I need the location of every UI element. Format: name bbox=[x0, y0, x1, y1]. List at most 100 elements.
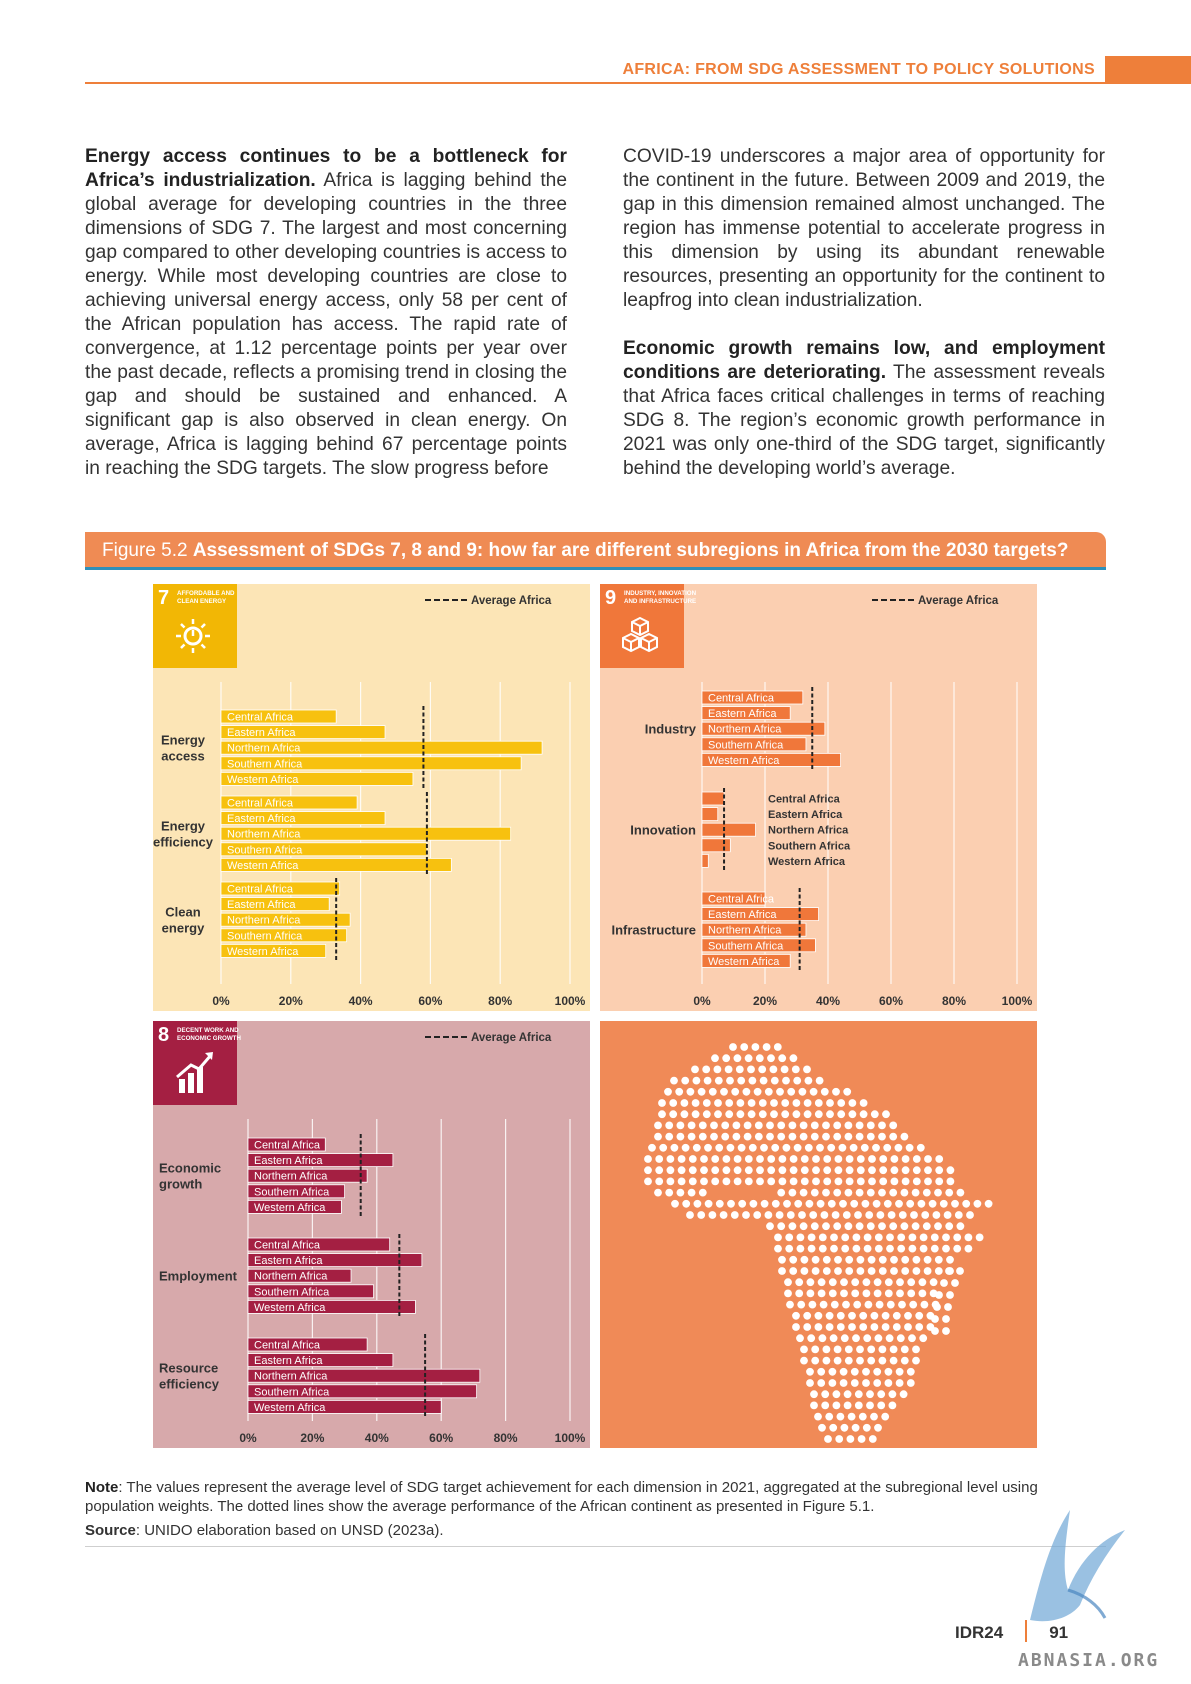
map-dot bbox=[677, 1177, 686, 1186]
bar-label: Southern Africa bbox=[708, 940, 784, 952]
map-dot bbox=[770, 1076, 779, 1085]
map-dot bbox=[879, 1177, 888, 1186]
map-dot bbox=[829, 1423, 838, 1432]
goal-name-line-2: ECONOMIC GROWTH bbox=[177, 1035, 241, 1042]
map-dot bbox=[837, 1110, 846, 1119]
map-dot bbox=[870, 1311, 879, 1320]
map-dot bbox=[867, 1356, 876, 1365]
map-dot bbox=[845, 1155, 854, 1163]
map-dot bbox=[792, 1110, 801, 1119]
map-dot bbox=[878, 1356, 887, 1365]
africa-dot-map bbox=[600, 1021, 1037, 1448]
africa-map-panel bbox=[600, 1021, 1037, 1448]
map-dot bbox=[732, 1121, 741, 1130]
bar-resource-efficiency-northern-africa bbox=[247, 1368, 481, 1383]
map-dot bbox=[887, 1211, 896, 1219]
map-dot bbox=[862, 1423, 871, 1432]
bar-energy-efficiency-southern-africa bbox=[220, 842, 428, 857]
map-dot bbox=[919, 1244, 928, 1253]
map-dot bbox=[843, 1390, 852, 1399]
bar-label: Southern Africa bbox=[227, 758, 303, 770]
map-dot bbox=[780, 1065, 789, 1074]
map-dot bbox=[738, 1199, 747, 1208]
map-dot bbox=[810, 1132, 819, 1141]
map-dot bbox=[912, 1356, 920, 1365]
bar-icon bbox=[197, 1067, 203, 1093]
map-dot bbox=[808, 1300, 817, 1309]
bar-label: Western Africa bbox=[227, 860, 299, 872]
map-dot bbox=[825, 1311, 834, 1320]
map-dot bbox=[924, 1177, 932, 1186]
map-dot bbox=[945, 1267, 953, 1275]
map-dot bbox=[900, 1132, 909, 1141]
map-dot bbox=[789, 1166, 798, 1175]
bar-infrastructure-northern-africa bbox=[701, 922, 807, 937]
map-dot bbox=[877, 1390, 886, 1399]
map-dot bbox=[818, 1334, 827, 1343]
map-dot bbox=[861, 1199, 870, 1208]
bar-energy-efficiency-central-africa bbox=[220, 795, 358, 810]
bar-label: Central Africa bbox=[227, 712, 294, 724]
map-dot bbox=[839, 1379, 848, 1387]
map-dot bbox=[720, 1087, 728, 1096]
map-dot bbox=[737, 1143, 746, 1152]
map-dot bbox=[912, 1177, 921, 1186]
bar-economic-growth-northern-africa bbox=[247, 1168, 368, 1183]
bar-label: Eastern Africa bbox=[227, 727, 296, 739]
map-dot bbox=[890, 1177, 899, 1186]
bar-label: Southern Africa bbox=[708, 739, 784, 751]
group-label-energy-access: access bbox=[161, 749, 204, 764]
map-dot bbox=[774, 1244, 782, 1253]
bird-watermark-icon bbox=[1030, 1510, 1125, 1622]
map-dot bbox=[855, 1188, 864, 1197]
map-dot bbox=[870, 1110, 879, 1119]
map-dot bbox=[867, 1255, 876, 1264]
map-dot bbox=[912, 1255, 921, 1264]
map-dot bbox=[744, 1054, 753, 1063]
figure-source: Source: UNIDO elaboration based on UNSD … bbox=[85, 1522, 444, 1539]
map-dot bbox=[822, 1356, 831, 1365]
bar-label: Northern Africa bbox=[227, 915, 301, 927]
bar-label: Southern Africa bbox=[768, 840, 851, 852]
map-dot bbox=[655, 1177, 664, 1186]
map-dot bbox=[681, 1076, 690, 1085]
map-dot bbox=[895, 1379, 904, 1387]
bar-clean-energy-central-africa bbox=[220, 881, 341, 896]
map-dot bbox=[680, 1110, 689, 1119]
map-dot bbox=[735, 1065, 744, 1074]
map-dot bbox=[878, 1267, 887, 1275]
map-dot bbox=[810, 1222, 819, 1231]
lead-in-energy: Energy access continues to be a bottlene… bbox=[85, 146, 567, 191]
map-dot bbox=[886, 1300, 895, 1309]
map-dot bbox=[933, 1303, 941, 1311]
bar-label: Northern Africa bbox=[254, 1171, 328, 1183]
map-dot bbox=[675, 1087, 684, 1096]
x-tick-label: 0% bbox=[239, 1431, 257, 1445]
map-dot bbox=[901, 1267, 910, 1275]
header-tab bbox=[1105, 56, 1191, 84]
map-dot bbox=[789, 1177, 798, 1186]
map-dot bbox=[901, 1166, 910, 1175]
map-dot bbox=[878, 1132, 886, 1141]
map-dot bbox=[836, 1412, 845, 1421]
map-dot bbox=[901, 1255, 910, 1264]
x-tick-label: 40% bbox=[365, 1431, 389, 1445]
map-dot bbox=[850, 1367, 859, 1376]
map-dot bbox=[894, 1143, 903, 1152]
map-dot bbox=[845, 1267, 854, 1275]
map-dot bbox=[872, 1199, 881, 1208]
map-dot bbox=[822, 1255, 831, 1264]
bar-industry-eastern-africa bbox=[701, 706, 791, 720]
page-number: 91 bbox=[1049, 1623, 1069, 1642]
map-dot bbox=[665, 1121, 674, 1130]
map-dot bbox=[852, 1233, 861, 1242]
bar-label: Northern Africa bbox=[254, 1371, 328, 1383]
map-dot bbox=[704, 1143, 712, 1152]
map-dot bbox=[726, 1076, 734, 1085]
map-dot bbox=[837, 1099, 846, 1107]
map-dot bbox=[851, 1423, 860, 1432]
map-dot bbox=[890, 1267, 898, 1275]
group-label-clean-energy: Clean bbox=[165, 905, 200, 920]
map-dot bbox=[644, 1177, 652, 1186]
